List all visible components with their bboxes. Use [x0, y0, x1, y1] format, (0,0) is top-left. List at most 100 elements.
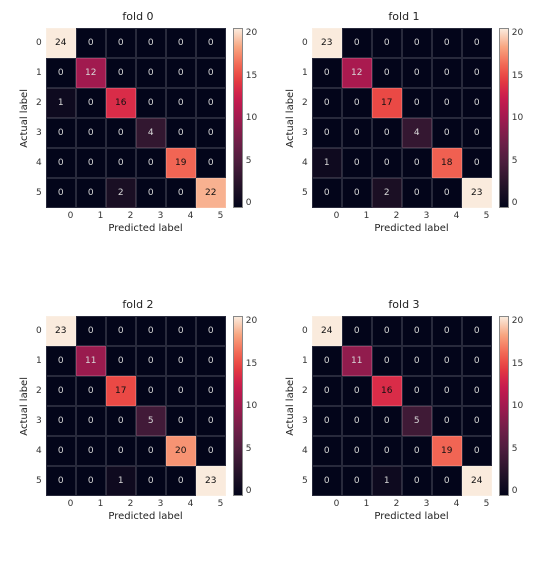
heatmap: 2400000011000000160000005000000190001002…	[311, 315, 493, 497]
y-tick-label: 4	[32, 446, 42, 456]
panel-title: fold 0	[122, 10, 153, 23]
heatmap-cell: 0	[76, 118, 106, 148]
y-ticks: 012345	[32, 28, 42, 208]
colorbar-tick-label: 20	[246, 316, 257, 326]
heatmap-cell: 12	[342, 58, 372, 88]
heatmap-cell: 0	[196, 148, 226, 178]
x-axis-label: Predicted label	[108, 511, 182, 522]
colorbar-gradient	[499, 28, 509, 208]
x-tick-label: 0	[322, 211, 352, 221]
colorbar-tick-label: 10	[512, 113, 523, 123]
colorbar-tick-label: 15	[512, 359, 523, 369]
heatmap: 2300000012000000170000004001000180002002…	[311, 27, 493, 209]
colorbar-ticks: 20151050	[512, 28, 523, 208]
heatmap-cell: 0	[432, 346, 462, 376]
heatmap-cell: 0	[342, 316, 372, 346]
y-tick-label: 0	[298, 326, 308, 336]
heatmap-cell: 0	[462, 28, 492, 58]
y-tick-label: 4	[298, 446, 308, 456]
heatmap-cell: 0	[342, 88, 372, 118]
heatmap-cell: 11	[76, 346, 106, 376]
heatmap-cell: 0	[402, 346, 432, 376]
plot-row: Actual label0123452400000012000010160000…	[19, 27, 257, 209]
heatmap-cell: 0	[166, 178, 196, 208]
heatmap-cell: 0	[76, 88, 106, 118]
y-tick-label: 5	[298, 188, 308, 198]
colorbar-tick-label: 10	[512, 401, 523, 411]
heatmap-cell: 0	[76, 466, 106, 496]
heatmap-cell: 0	[432, 118, 462, 148]
y-tick-label: 1	[32, 356, 42, 366]
heatmap-cell: 0	[402, 376, 432, 406]
y-axis-label: Actual label	[19, 89, 30, 148]
y-ticks: 012345	[32, 316, 42, 496]
heatmap-cell: 0	[312, 436, 342, 466]
y-tick-label: 3	[32, 128, 42, 138]
heatmap-cell: 17	[372, 88, 402, 118]
y-tick-label: 2	[298, 98, 308, 108]
x-tick-label: 4	[442, 499, 472, 509]
x-tick-label: 0	[322, 499, 352, 509]
x-ticks: 012345	[56, 499, 236, 509]
heatmap-cell: 0	[166, 376, 196, 406]
colorbar: 20151050	[499, 28, 523, 208]
panel-title: fold 2	[122, 298, 153, 311]
heatmap-cell: 0	[196, 28, 226, 58]
heatmap-cell: 0	[462, 88, 492, 118]
heatmap-cell: 0	[76, 316, 106, 346]
heatmap-cell: 0	[462, 316, 492, 346]
heatmap-cell: 0	[166, 28, 196, 58]
y-tick-label: 5	[32, 476, 42, 486]
heatmap-cell: 0	[76, 406, 106, 436]
colorbar-gradient	[233, 316, 243, 496]
heatmap-cell: 0	[462, 58, 492, 88]
heatmap-cell: 0	[166, 118, 196, 148]
heatmap: 2300000011000000170000005000000200001002…	[45, 315, 227, 497]
heatmap-cell: 0	[46, 376, 76, 406]
heatmap-cell: 0	[166, 466, 196, 496]
colorbar-tick-label: 10	[246, 113, 257, 123]
heatmap-cell: 0	[196, 118, 226, 148]
heatmap-cell: 0	[402, 88, 432, 118]
heatmap-cell: 0	[462, 436, 492, 466]
heatmap-cell: 0	[432, 406, 462, 436]
heatmap-cell: 0	[166, 316, 196, 346]
x-tick-label: 4	[442, 211, 472, 221]
x-tick-label: 3	[412, 499, 442, 509]
heatmap-cell: 0	[372, 28, 402, 58]
x-tick-label: 1	[352, 499, 382, 509]
y-tick-label: 0	[32, 38, 42, 48]
heatmap-cell: 0	[462, 346, 492, 376]
confusion-matrix-panel: fold 1Actual label0123452300000012000000…	[276, 10, 532, 278]
heatmap-cell: 0	[342, 436, 372, 466]
heatmap-cell: 0	[312, 346, 342, 376]
plot-row: Actual label0123452300000012000000170000…	[285, 27, 523, 209]
colorbar: 20151050	[499, 316, 523, 496]
heatmap-cell: 0	[402, 316, 432, 346]
heatmap-cell: 0	[136, 466, 166, 496]
x-tick-label: 4	[176, 499, 206, 509]
x-tick-label: 2	[382, 211, 412, 221]
heatmap-cell: 19	[432, 436, 462, 466]
heatmap-cell: 0	[432, 466, 462, 496]
heatmap-cell: 0	[342, 376, 372, 406]
heatmap-cell: 0	[372, 118, 402, 148]
heatmap-cell: 0	[462, 406, 492, 436]
heatmap-cell: 23	[46, 316, 76, 346]
heatmap-cell: 1	[372, 466, 402, 496]
x-ticks: 012345	[322, 499, 502, 509]
heatmap-cell: 0	[76, 148, 106, 178]
heatmap-cell: 5	[136, 406, 166, 436]
x-tick-label: 2	[116, 211, 146, 221]
heatmap-cell: 16	[106, 88, 136, 118]
heatmap-cell: 0	[166, 58, 196, 88]
x-tick-label: 1	[86, 211, 116, 221]
heatmap-cell: 0	[402, 466, 432, 496]
heatmap-cell: 1	[46, 88, 76, 118]
colorbar-tick-label: 20	[512, 316, 523, 326]
colorbar-tick-label: 15	[512, 71, 523, 81]
colorbar-ticks: 20151050	[512, 316, 523, 496]
heatmap-cell: 0	[462, 118, 492, 148]
heatmap-cell: 0	[76, 178, 106, 208]
heatmap-cell: 0	[76, 28, 106, 58]
